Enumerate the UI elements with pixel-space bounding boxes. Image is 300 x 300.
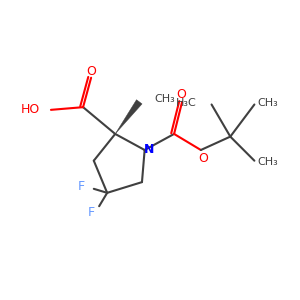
Text: O: O	[176, 88, 186, 101]
Text: CH₃: CH₃	[257, 157, 278, 167]
Text: O: O	[199, 152, 208, 164]
Text: N: N	[143, 143, 154, 157]
Polygon shape	[115, 100, 142, 134]
Text: HO: HO	[21, 103, 40, 116]
Text: F: F	[88, 206, 95, 219]
Text: CH₃: CH₃	[257, 98, 278, 108]
Text: F: F	[78, 180, 85, 193]
Text: O: O	[86, 64, 96, 77]
Text: H₃C: H₃C	[176, 98, 197, 108]
Text: CH₃: CH₃	[154, 94, 175, 104]
